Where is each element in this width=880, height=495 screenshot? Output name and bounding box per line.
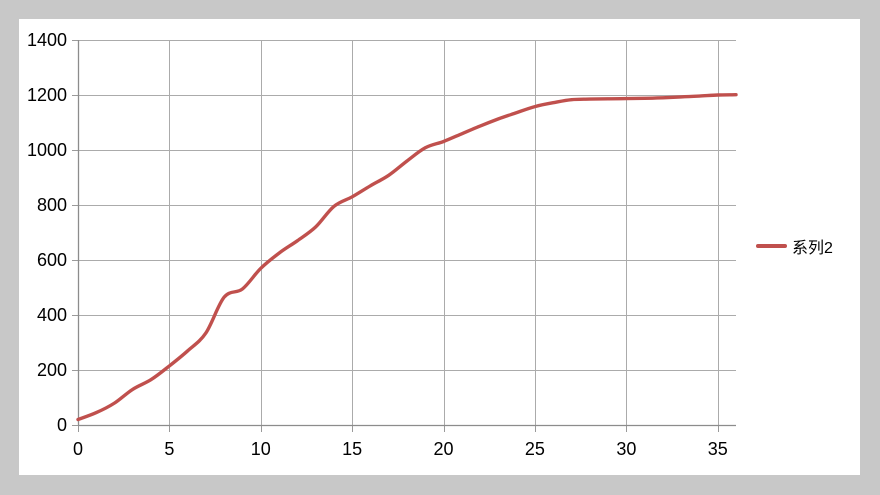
y-tick-label: 1000: [26, 140, 67, 160]
x-tick-label: 35: [707, 439, 728, 459]
y-tick-label: 600: [36, 250, 67, 270]
y-tick-label: 200: [36, 360, 67, 380]
x-tick-label: 15: [342, 439, 363, 459]
x-tick-label: 10: [250, 439, 271, 459]
line-chart: [72, 40, 738, 432]
chart-panel: 0 200 400 600 800 1000 1200 1400 0 5 10 15 20 25 30 35 …: [19, 19, 860, 475]
series-line: [76, 93, 738, 422]
x-tick-label: 5: [164, 439, 175, 459]
x-tick-label: 30: [616, 439, 637, 459]
y-tick-label: 0: [56, 415, 67, 435]
legend: 系列2: [756, 236, 833, 257]
y-tick-label: 400: [36, 305, 67, 325]
x-tick-label: 20: [433, 439, 454, 459]
y-tick-label: 800: [36, 195, 67, 215]
y-tick-label: 1200: [26, 85, 67, 105]
x-tick-label: 0: [72, 439, 83, 459]
legend-label: 系列2: [792, 240, 833, 257]
legend-line-sample: [756, 244, 787, 248]
y-tick-label: 1400: [26, 30, 67, 50]
x-tick-label: 25: [524, 439, 545, 459]
